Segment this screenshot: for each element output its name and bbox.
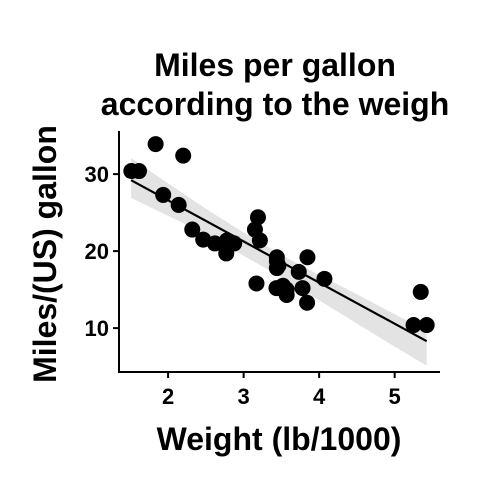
data-point xyxy=(278,281,295,298)
data-point xyxy=(184,221,201,238)
data-point xyxy=(147,136,164,153)
data-point xyxy=(290,263,307,280)
x-axis-ticks: 2 3 4 5 xyxy=(162,372,401,409)
x-tick-label: 4 xyxy=(313,384,326,409)
x-axis-label: Weight (lb/1000) xyxy=(157,421,402,457)
x-tick-label: 2 xyxy=(162,384,174,409)
data-point xyxy=(248,275,265,292)
data-point xyxy=(195,231,212,248)
data-point xyxy=(219,232,236,249)
y-axis-label: Miles/(US) gallon xyxy=(27,125,63,383)
data-point xyxy=(316,270,333,287)
data-point xyxy=(299,294,316,311)
data-point xyxy=(412,283,429,300)
y-tick-label: 20 xyxy=(85,239,109,264)
data-point xyxy=(405,317,422,334)
data-point xyxy=(170,196,187,213)
chart-title-line-2: according to the weigh xyxy=(101,86,449,122)
y-tick-label: 10 xyxy=(85,316,109,341)
y-axis-ticks: 10 20 30 xyxy=(85,162,119,341)
data-point xyxy=(418,317,435,334)
data-point xyxy=(218,245,235,262)
x-tick-label: 3 xyxy=(237,384,249,409)
data-point xyxy=(268,260,285,277)
data-point xyxy=(123,163,140,180)
data-point xyxy=(249,209,266,226)
data-point xyxy=(155,186,172,203)
data-point xyxy=(294,280,311,297)
data-point xyxy=(175,147,192,164)
data-point xyxy=(246,221,263,238)
chart-title-line-1: Miles per gallon xyxy=(154,47,396,83)
x-tick-label: 5 xyxy=(389,384,401,409)
y-tick-label: 30 xyxy=(85,162,109,187)
data-points-layer xyxy=(123,136,435,334)
data-point xyxy=(299,249,316,266)
